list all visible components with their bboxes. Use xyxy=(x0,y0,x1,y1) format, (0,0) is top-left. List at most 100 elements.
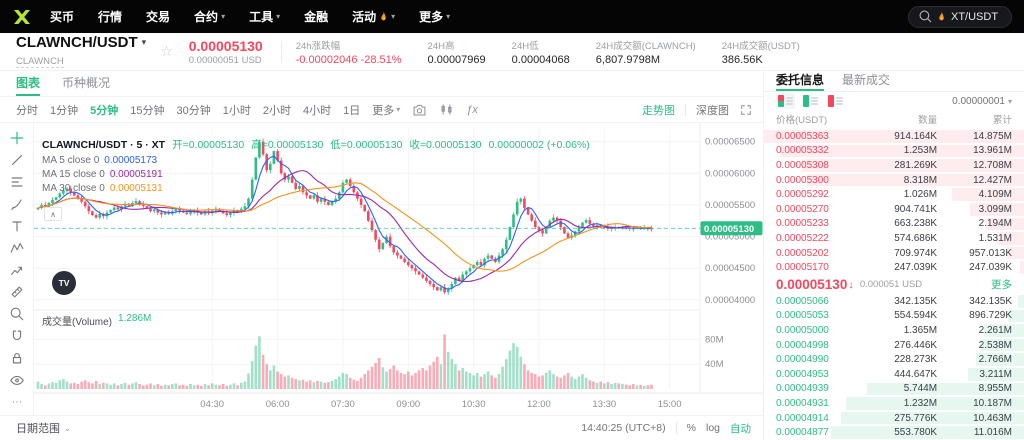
bid-row[interactable]: 0.00004990 228.273K 2.766M xyxy=(764,352,1024,367)
candlestick-style-icon[interactable] xyxy=(439,102,454,117)
candlestick-chart[interactable]: 04:30 06:00 07:30 09:00 10:30 12:00 13:30 15:00… xyxy=(34,123,763,415)
interval-button-3[interactable]: 15分钟 xyxy=(130,104,165,117)
search-box[interactable]: XT/USDT xyxy=(908,5,1012,28)
xt-logo[interactable] xyxy=(12,7,32,27)
lock-icon[interactable] xyxy=(0,347,33,369)
svg-text:15:00: 15:00 xyxy=(658,399,682,410)
log-scale-button[interactable]: log xyxy=(705,422,720,434)
book-mode-both-icon[interactable] xyxy=(776,93,795,110)
order-qty: 1.026M xyxy=(903,189,938,201)
book-mode-sell-icon[interactable] xyxy=(826,93,845,109)
nav-item-campaigns[interactable]: 活动 ▾ xyxy=(352,10,396,24)
bid-row[interactable]: 0.00004931 1.232M 10.187M xyxy=(764,396,1024,411)
bid-row[interactable]: 0.00005053 554.594K 896.729K xyxy=(764,309,1024,324)
interval-button-4[interactable]: 30分钟 xyxy=(176,104,211,117)
ask-row[interactable]: 0.00005270 904.741K 3.099M xyxy=(764,202,1024,217)
nav-item-more[interactable]: 更多 ▾ xyxy=(419,10,451,24)
divider xyxy=(685,103,686,116)
order-price: 0.00005170 xyxy=(776,262,829,274)
tab-chart[interactable]: 图表 xyxy=(16,71,41,96)
pair-selector[interactable]: CLAWNCH/USDT ▾ CLAWNCH xyxy=(16,34,146,69)
order-qty: 342.135K xyxy=(894,295,938,307)
ask-row[interactable]: 0.00005300 8.318M 12.427M xyxy=(764,173,1024,188)
indicators-icon[interactable]: ƒx xyxy=(466,103,478,116)
search-input[interactable]: XT/USDT xyxy=(951,10,999,23)
precision-select[interactable]: 0.00000001 ▾ xyxy=(952,95,1012,107)
percent-scale-button[interactable]: % xyxy=(686,422,696,434)
nav-item-trade[interactable]: 交易 xyxy=(146,10,171,24)
tab-latest-trades[interactable]: 最新成交 xyxy=(842,73,891,88)
order-qty: 553.780K xyxy=(894,427,938,439)
ask-row[interactable]: 0.00005233 663.238K 2.194M xyxy=(764,217,1024,232)
pattern-icon[interactable] xyxy=(0,237,33,259)
magnet-icon[interactable] xyxy=(0,325,33,347)
stat-low: 24H低 0.00004068 xyxy=(511,40,570,66)
nav-item-futures[interactable]: 合约 ▾ xyxy=(194,10,226,24)
ask-row[interactable]: 0.00005332 1.253M 13.961M xyxy=(764,144,1024,159)
book-mode-buy-icon[interactable] xyxy=(801,93,820,109)
nav-item-tools[interactable]: 工具 ▾ xyxy=(249,10,281,24)
trend-line-icon[interactable] xyxy=(0,149,33,171)
interval-button-5[interactable]: 1小时 xyxy=(222,104,251,117)
interval-button-6[interactable]: 2小时 xyxy=(262,104,291,117)
bid-row[interactable]: 0.00004998 276.446K 2.538M xyxy=(764,338,1024,353)
chevron-down-icon: ▾ xyxy=(276,11,281,21)
nav-item-buy-crypto[interactable]: 买币 xyxy=(50,10,75,24)
ask-row[interactable]: 0.00005222 574.686K 1.531M xyxy=(764,231,1024,246)
text-icon[interactable] xyxy=(0,215,33,237)
fibonacci-icon[interactable] xyxy=(0,171,33,193)
auto-scale-button[interactable]: 自动 xyxy=(730,422,751,435)
interval-button-0[interactable]: 分时 xyxy=(16,104,38,117)
camera-icon[interactable] xyxy=(412,103,427,117)
symbol-header: CLAWNCH/USDT ▾ CLAWNCH ☆ 0.00005130 0.00… xyxy=(0,33,1024,71)
nav-item-finance[interactable]: 金融 xyxy=(304,10,329,24)
more-tools-icon[interactable] xyxy=(0,391,33,413)
line-chart-toggle[interactable]: 走势图 xyxy=(642,104,675,117)
bid-row[interactable]: 0.00004953 444.647K 3.211M xyxy=(764,367,1024,382)
tab-order-book[interactable]: 委托信息 xyxy=(776,71,825,91)
more-link[interactable]: 更多 xyxy=(991,279,1012,291)
crosshair-icon[interactable] xyxy=(0,127,33,149)
base-token-name: CLAWNCH xyxy=(16,56,64,68)
order-qty: 914.164K xyxy=(894,130,938,142)
order-cum: 1.531M xyxy=(978,232,1012,244)
tradingview-logo[interactable]: TV xyxy=(52,271,76,295)
ruler-icon[interactable] xyxy=(0,281,33,303)
ask-row[interactable]: 0.00005308 281.269K 12.708M xyxy=(764,158,1024,173)
bid-row[interactable]: 0.00004914 275.776K 10.463M xyxy=(764,411,1024,426)
interval-button-7[interactable]: 4小时 xyxy=(303,104,332,117)
interval-more-button[interactable]: 更多 ▾ xyxy=(372,104,401,117)
bid-row[interactable]: 0.00004877 553.780K 11.016M xyxy=(764,425,1024,440)
chart-clock: 14:40:25 (UTC+8) xyxy=(581,422,666,434)
ask-row[interactable]: 0.00005202 709.974K 957.013K xyxy=(764,246,1024,261)
favorite-star-icon[interactable]: ☆ xyxy=(160,43,173,59)
depth-bar xyxy=(1008,309,1024,323)
bid-row[interactable]: 0.00005000 1.365M 2.261M xyxy=(764,323,1024,338)
divider xyxy=(675,422,677,434)
legend-collapse-button[interactable]: ∧ xyxy=(44,207,62,221)
order-qty: 1.365M xyxy=(903,325,938,337)
date-range-button[interactable]: 日期范围 ⌄ xyxy=(16,423,71,435)
depth-chart-toggle[interactable]: 深度图 xyxy=(696,104,729,117)
interval-button-2[interactable]: 5分钟 xyxy=(90,104,119,117)
tab-coin-overview[interactable]: 币种概况 xyxy=(62,76,111,90)
nav-item-markets[interactable]: 行情 xyxy=(98,10,123,24)
bid-row[interactable]: 0.00005066 342.135K 342.135K xyxy=(764,294,1024,309)
order-price: 0.00005053 xyxy=(776,310,829,322)
zoom-icon[interactable] xyxy=(0,303,33,325)
svg-text:04:30: 04:30 xyxy=(200,399,224,410)
fullscreen-icon[interactable] xyxy=(739,103,753,117)
bid-row[interactable]: 0.00004939 5.744M 8.955M xyxy=(764,382,1024,397)
forecast-icon[interactable] xyxy=(0,259,33,281)
brush-icon[interactable] xyxy=(0,193,33,215)
ask-row[interactable]: 0.00005170 247.039K 247.039K xyxy=(764,260,1024,275)
order-cum: 14.875M xyxy=(973,130,1012,142)
eye-icon[interactable] xyxy=(0,369,33,391)
interval-button-1[interactable]: 1分钟 xyxy=(50,104,79,117)
ask-row[interactable]: 0.00005292 1.026M 4.109M xyxy=(764,187,1024,202)
order-qty: 5.744M xyxy=(903,383,938,395)
order-price: 0.00005292 xyxy=(776,189,829,201)
ask-row[interactable]: 0.00005363 914.164K 14.875M xyxy=(764,129,1024,144)
interval-button-8[interactable]: 1日 xyxy=(343,104,361,117)
volume-legend: 成交量(Volume) 1.286M xyxy=(42,313,151,328)
